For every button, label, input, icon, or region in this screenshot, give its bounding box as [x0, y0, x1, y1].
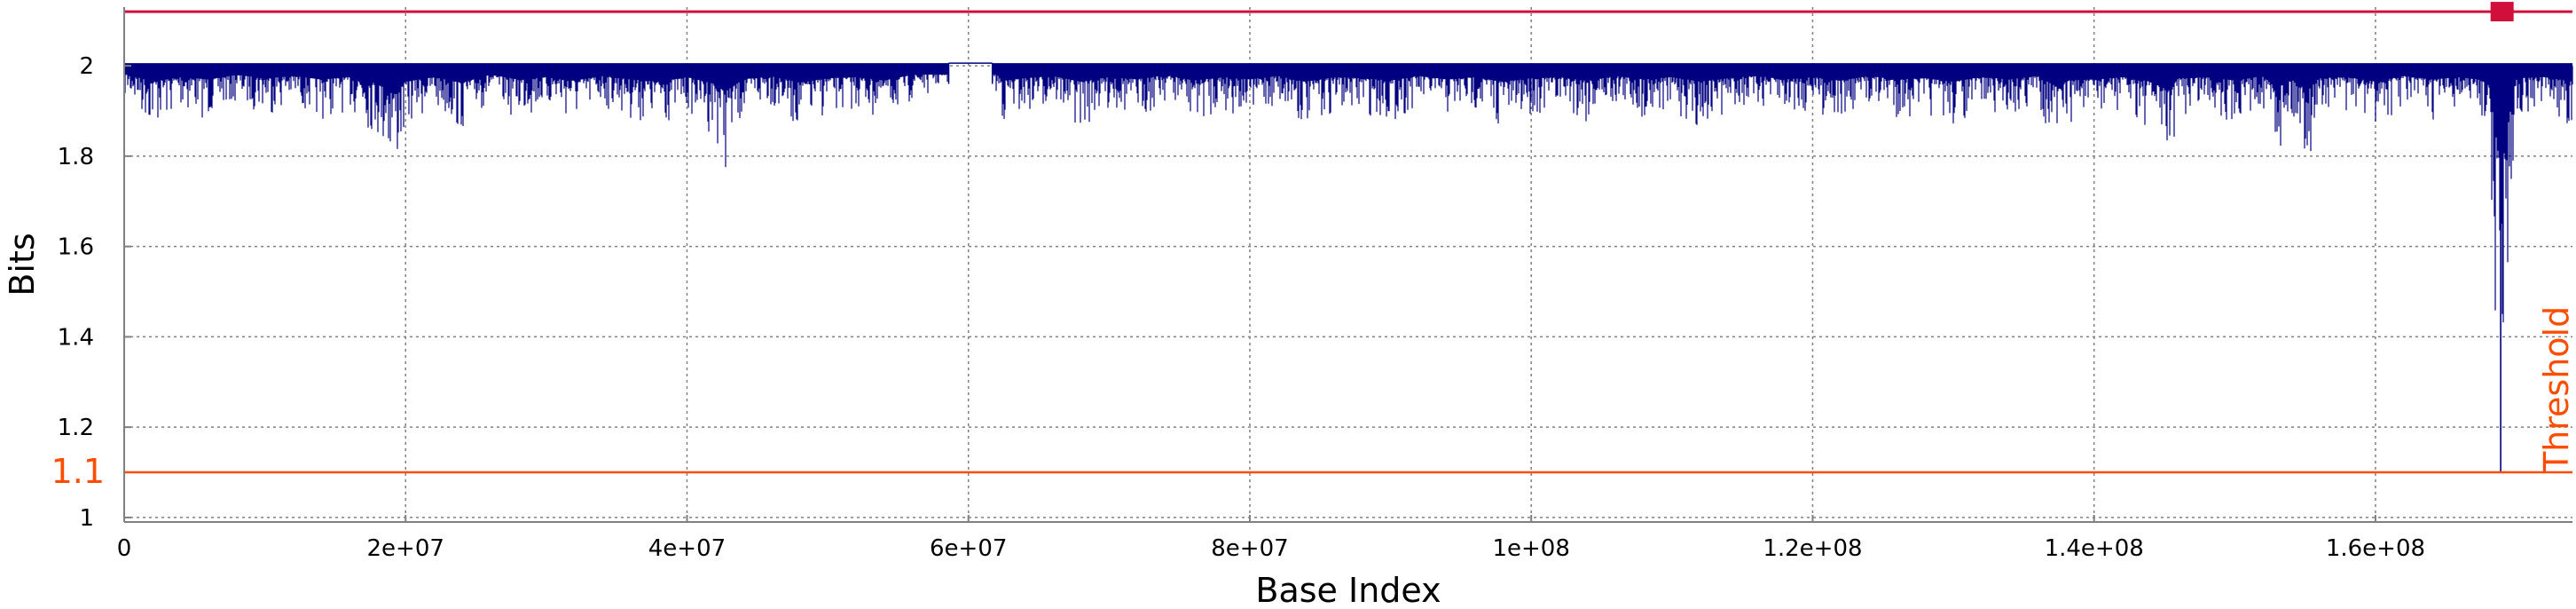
top-marker [2490, 2, 2514, 22]
y-axis-title: Bits [3, 233, 42, 296]
x-axis-title: Base Index [1255, 571, 1441, 609]
x-tick-label: 1.6e+08 [2326, 535, 2425, 562]
x-tick-label: 8e+07 [1211, 535, 1288, 562]
overlay-layer [124, 2, 2572, 474]
series-band [123, 66, 2573, 323]
x-tick-label: 4e+07 [648, 535, 726, 562]
y-tick-label: 2 [79, 53, 94, 80]
y-tick-label: 1.6 [58, 234, 94, 261]
axis-layer: 1 1.2 1.4 1.6 1.8 2 0 2e+07 4e+07 6e+07 8e+07 1e+08… [58, 7, 2572, 562]
y-tick-label: 1.2 [58, 415, 94, 441]
x-tick-label: 2e+07 [367, 535, 444, 562]
x-tick-label: 6e+07 [930, 535, 1007, 562]
threshold-label: Threshold [2537, 306, 2576, 473]
y-tick-label: 1.8 [58, 144, 94, 170]
x-tick-label: 1e+08 [1492, 535, 1569, 562]
x-tick-label: 0 [117, 535, 132, 562]
x-tick-label: 1.2e+08 [1763, 535, 1862, 562]
series-layer [123, 62, 2573, 473]
x-tick-label: 1.4e+08 [2045, 535, 2144, 562]
threshold-value-label: 1.1 [51, 452, 105, 491]
y-tick-label: 1.4 [58, 324, 94, 351]
series-top-band [124, 63, 2572, 75]
series-gap-outline [947, 62, 993, 84]
y-tick-label: 1 [79, 505, 94, 532]
